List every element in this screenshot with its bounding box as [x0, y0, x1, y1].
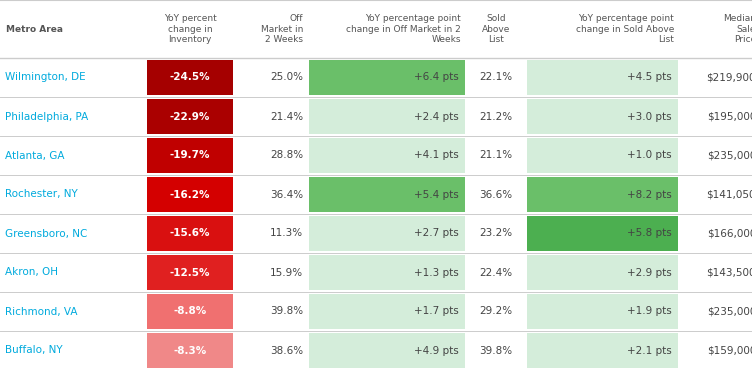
Bar [147, 177, 233, 212]
Text: +6.4 pts: +6.4 pts [414, 73, 459, 83]
Bar [527, 216, 678, 251]
Bar [147, 99, 233, 134]
Text: +4.5 pts: +4.5 pts [627, 73, 672, 83]
Text: +2.4 pts: +2.4 pts [414, 111, 459, 121]
Bar [527, 294, 678, 329]
Bar [527, 138, 678, 173]
Text: 22.1%: 22.1% [480, 73, 513, 83]
Text: Buffalo, NY: Buffalo, NY [5, 346, 62, 356]
Text: +8.2 pts: +8.2 pts [627, 189, 672, 199]
Text: -24.5%: -24.5% [170, 73, 211, 83]
Text: +1.9 pts: +1.9 pts [627, 306, 672, 316]
Text: $166,000: $166,000 [707, 229, 752, 239]
Text: +4.1 pts: +4.1 pts [414, 151, 459, 161]
Bar [309, 333, 465, 368]
Text: $235,000: $235,000 [707, 151, 752, 161]
Text: $219,900: $219,900 [706, 73, 752, 83]
Bar [309, 216, 465, 251]
Text: Rochester, NY: Rochester, NY [5, 189, 77, 199]
Text: -19.7%: -19.7% [170, 151, 211, 161]
Bar [147, 294, 233, 329]
Bar [147, 255, 233, 290]
Text: +5.8 pts: +5.8 pts [627, 229, 672, 239]
Text: 21.1%: 21.1% [480, 151, 513, 161]
Bar [309, 60, 465, 95]
Bar [527, 333, 678, 368]
Text: +1.7 pts: +1.7 pts [414, 306, 459, 316]
Text: -12.5%: -12.5% [170, 268, 211, 278]
Text: Philadelphia, PA: Philadelphia, PA [5, 111, 88, 121]
Text: $235,000: $235,000 [707, 306, 752, 316]
Text: +1.3 pts: +1.3 pts [414, 268, 459, 278]
Bar [147, 60, 233, 95]
Text: 25.0%: 25.0% [270, 73, 303, 83]
Text: 29.2%: 29.2% [480, 306, 513, 316]
Text: -8.8%: -8.8% [174, 306, 207, 316]
Bar [527, 99, 678, 134]
Text: 39.8%: 39.8% [270, 306, 303, 316]
Text: Akron, OH: Akron, OH [5, 268, 58, 278]
Bar [527, 255, 678, 290]
Text: 15.9%: 15.9% [270, 268, 303, 278]
Text: Atlanta, GA: Atlanta, GA [5, 151, 65, 161]
Text: Richmond, VA: Richmond, VA [5, 306, 77, 316]
Bar [309, 138, 465, 173]
Text: $141,050: $141,050 [706, 189, 752, 199]
Text: 21.2%: 21.2% [480, 111, 513, 121]
Text: -8.3%: -8.3% [174, 346, 207, 356]
Text: 23.2%: 23.2% [480, 229, 513, 239]
Bar [309, 177, 465, 212]
Text: YoY percentage point
change in Sold Above
List: YoY percentage point change in Sold Abov… [575, 14, 674, 44]
Text: +2.1 pts: +2.1 pts [627, 346, 672, 356]
Text: 28.8%: 28.8% [270, 151, 303, 161]
Text: -15.6%: -15.6% [170, 229, 211, 239]
Text: +4.9 pts: +4.9 pts [414, 346, 459, 356]
Text: 11.3%: 11.3% [270, 229, 303, 239]
Text: Sold
Above
List: Sold Above List [482, 14, 510, 44]
Text: $143,500: $143,500 [706, 268, 752, 278]
Bar [309, 294, 465, 329]
Text: Greensboro, NC: Greensboro, NC [5, 229, 87, 239]
Text: -16.2%: -16.2% [170, 189, 211, 199]
Text: 21.4%: 21.4% [270, 111, 303, 121]
Text: $195,000: $195,000 [707, 111, 752, 121]
Text: +1.0 pts: +1.0 pts [627, 151, 672, 161]
Text: +5.4 pts: +5.4 pts [414, 189, 459, 199]
Text: 36.4%: 36.4% [270, 189, 303, 199]
Text: +3.0 pts: +3.0 pts [627, 111, 672, 121]
Text: -22.9%: -22.9% [170, 111, 211, 121]
Bar [147, 216, 233, 251]
Bar [309, 255, 465, 290]
Text: $159,000: $159,000 [707, 346, 752, 356]
Text: +2.9 pts: +2.9 pts [627, 268, 672, 278]
Text: Off
Market in
2 Weeks: Off Market in 2 Weeks [261, 14, 303, 44]
Bar [527, 60, 678, 95]
Text: 36.6%: 36.6% [480, 189, 513, 199]
Text: 22.4%: 22.4% [480, 268, 513, 278]
Bar [147, 333, 233, 368]
Bar [147, 138, 233, 173]
Text: Metro Area: Metro Area [6, 24, 63, 34]
Text: YoY percentage point
change in Off Market in 2
Weeks: YoY percentage point change in Off Marke… [346, 14, 461, 44]
Text: Wilmington, DE: Wilmington, DE [5, 73, 86, 83]
Text: 39.8%: 39.8% [480, 346, 513, 356]
Text: YoY percent
change in
Inventory: YoY percent change in Inventory [164, 14, 217, 44]
Text: 38.6%: 38.6% [270, 346, 303, 356]
Bar [527, 177, 678, 212]
Bar [309, 99, 465, 134]
Text: +2.7 pts: +2.7 pts [414, 229, 459, 239]
Text: Median
Sale
Price: Median Sale Price [723, 14, 752, 44]
